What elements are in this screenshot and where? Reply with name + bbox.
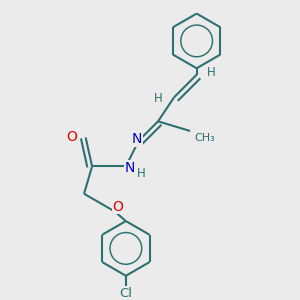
Text: N: N xyxy=(132,132,142,146)
Text: O: O xyxy=(66,130,76,144)
Text: H: H xyxy=(207,66,215,79)
Text: H: H xyxy=(154,92,163,105)
Text: O: O xyxy=(112,200,123,214)
Text: H: H xyxy=(137,167,146,180)
Text: N: N xyxy=(124,161,135,175)
Text: CH₃: CH₃ xyxy=(194,133,215,143)
Text: Cl: Cl xyxy=(119,287,132,300)
